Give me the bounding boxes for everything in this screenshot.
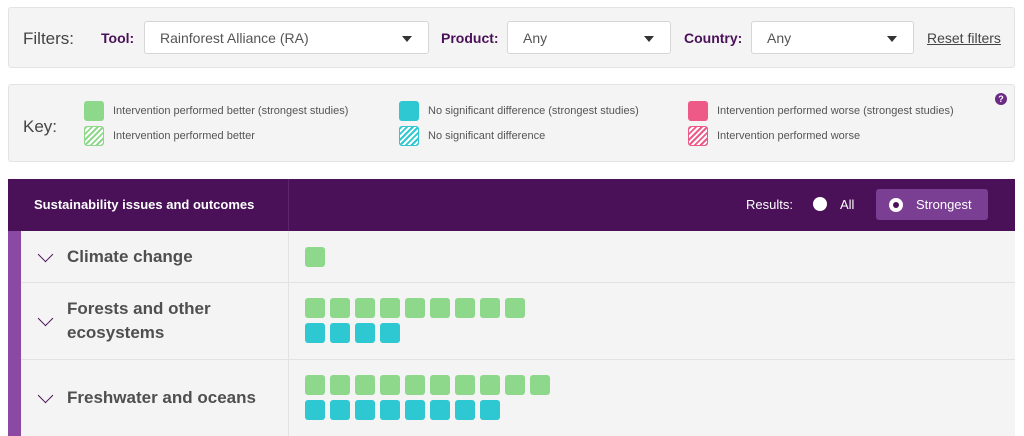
swatch-better-hatched — [84, 126, 104, 146]
result-square-better[interactable] — [305, 375, 325, 395]
key-item-label: Intervention performed worse (strongest … — [717, 105, 954, 117]
filters-title: Filters: — [23, 29, 74, 48]
result-square-better[interactable] — [505, 375, 525, 395]
result-square-better[interactable] — [430, 375, 450, 395]
key-item-label: Intervention performed better (strongest… — [113, 105, 349, 117]
result-square-better[interactable] — [505, 298, 525, 318]
product-select-value: Any — [523, 30, 548, 46]
results-table: Sustainability issues and outcomes Resul… — [8, 179, 1015, 436]
swatch-no-difference-hatched — [399, 126, 419, 146]
result-square-no-difference[interactable] — [380, 400, 400, 420]
result-square-no-difference[interactable] — [330, 323, 350, 343]
result-square-better[interactable] — [480, 375, 500, 395]
country-select[interactable]: Any — [751, 21, 914, 54]
header-divider — [288, 179, 289, 231]
outcome-row-freshwater[interactable]: Freshwater and oceans — [21, 360, 1015, 436]
tool-filter-label: Tool: — [101, 30, 135, 46]
column-divider — [288, 231, 289, 436]
key-item-worse: Intervention performed worse — [688, 126, 860, 146]
results-option-strongest[interactable]: Strongest — [876, 189, 988, 220]
result-square-better[interactable] — [355, 375, 375, 395]
table-header: Sustainability issues and outcomes Resul… — [8, 179, 1015, 231]
result-square-no-difference[interactable] — [305, 323, 325, 343]
result-square-no-difference[interactable] — [355, 323, 375, 343]
key-item-better: Intervention performed better — [84, 126, 255, 146]
product-select[interactable]: Any — [507, 21, 671, 54]
swatch-no-difference-strongest — [399, 101, 419, 121]
key-title: Key: — [23, 117, 58, 136]
result-square-better[interactable] — [305, 247, 325, 267]
result-square-better[interactable] — [455, 375, 475, 395]
country-select-value: Any — [767, 30, 792, 46]
result-square-better[interactable] — [480, 298, 500, 318]
key-item-better-strongest: Intervention performed better (strongest… — [84, 101, 348, 121]
results-option-all[interactable]: All — [813, 189, 854, 219]
chevron-down-icon — [37, 310, 54, 327]
swatch-better-strongest — [84, 101, 104, 121]
key-item-label: No significant difference (strongest stu… — [428, 105, 639, 117]
result-square-better[interactable] — [530, 375, 550, 395]
row-separator — [21, 359, 1015, 360]
results-option-strongest-label: Strongest — [916, 197, 972, 212]
country-filter-label: Country: — [684, 30, 743, 46]
results-option-all-label: All — [840, 196, 855, 212]
chevron-down-icon — [887, 36, 897, 42]
radio-selected-icon — [889, 197, 903, 212]
key-item-label: Intervention performed better — [113, 130, 255, 142]
key-item-worse-strongest: Intervention performed worse (strongest … — [688, 101, 954, 121]
result-square-better[interactable] — [430, 298, 450, 318]
key-panel: Key: Intervention performed better (stro… — [8, 84, 1015, 162]
result-square-better[interactable] — [405, 375, 425, 395]
outcome-title: Forests and other ecosystems — [67, 299, 211, 342]
key-item-no-difference: No significant difference — [399, 126, 545, 146]
result-square-better[interactable] — [355, 298, 375, 318]
swatch-worse-hatched — [688, 126, 708, 146]
result-square-better[interactable] — [455, 298, 475, 318]
result-square-better[interactable] — [305, 298, 325, 318]
result-square-no-difference[interactable] — [380, 323, 400, 343]
row-separator — [21, 282, 1015, 283]
reset-filters-link[interactable]: Reset filters — [927, 30, 1001, 46]
result-square-no-difference[interactable] — [330, 400, 350, 420]
chevron-down-icon — [37, 387, 54, 404]
chevron-down-icon — [402, 36, 412, 42]
chevron-down-icon — [644, 36, 654, 42]
tool-select-value: Rainforest Alliance (RA) — [160, 30, 309, 46]
key-item-no-difference-strongest: No significant difference (strongest stu… — [399, 101, 639, 121]
result-square-better[interactable] — [405, 298, 425, 318]
result-square-no-difference[interactable] — [355, 400, 375, 420]
outcome-title: Freshwater and oceans — [67, 388, 256, 407]
result-square-no-difference[interactable] — [480, 400, 500, 420]
result-square-better[interactable] — [380, 375, 400, 395]
radio-unselected-icon — [813, 197, 827, 211]
result-square-no-difference[interactable] — [305, 400, 325, 420]
result-square-better[interactable] — [330, 298, 350, 318]
result-square-better[interactable] — [330, 375, 350, 395]
table-header-title: Sustainability issues and outcomes — [34, 197, 255, 212]
outcome-title: Climate change — [67, 247, 193, 266]
results-label: Results: — [746, 197, 793, 212]
product-filter-label: Product: — [441, 30, 499, 46]
swatch-worse-strongest — [688, 101, 708, 121]
key-item-label: Intervention performed worse — [717, 130, 861, 142]
outcome-row-forests[interactable]: Forests and other ecosystems — [21, 283, 1015, 359]
result-square-no-difference[interactable] — [455, 400, 475, 420]
filters-bar: Filters: Tool: Rainforest Alliance (RA) … — [8, 7, 1015, 68]
result-square-no-difference[interactable] — [430, 400, 450, 420]
key-item-label: No significant difference — [428, 130, 546, 142]
outcome-row-climate-change[interactable]: Climate change — [21, 231, 1015, 282]
chevron-down-icon — [37, 246, 54, 263]
tool-select[interactable]: Rainforest Alliance (RA) — [144, 21, 429, 54]
result-square-no-difference[interactable] — [405, 400, 425, 420]
result-square-better[interactable] — [380, 298, 400, 318]
row-accent-bar — [8, 231, 21, 436]
help-icon[interactable]: ? — [995, 93, 1007, 105]
